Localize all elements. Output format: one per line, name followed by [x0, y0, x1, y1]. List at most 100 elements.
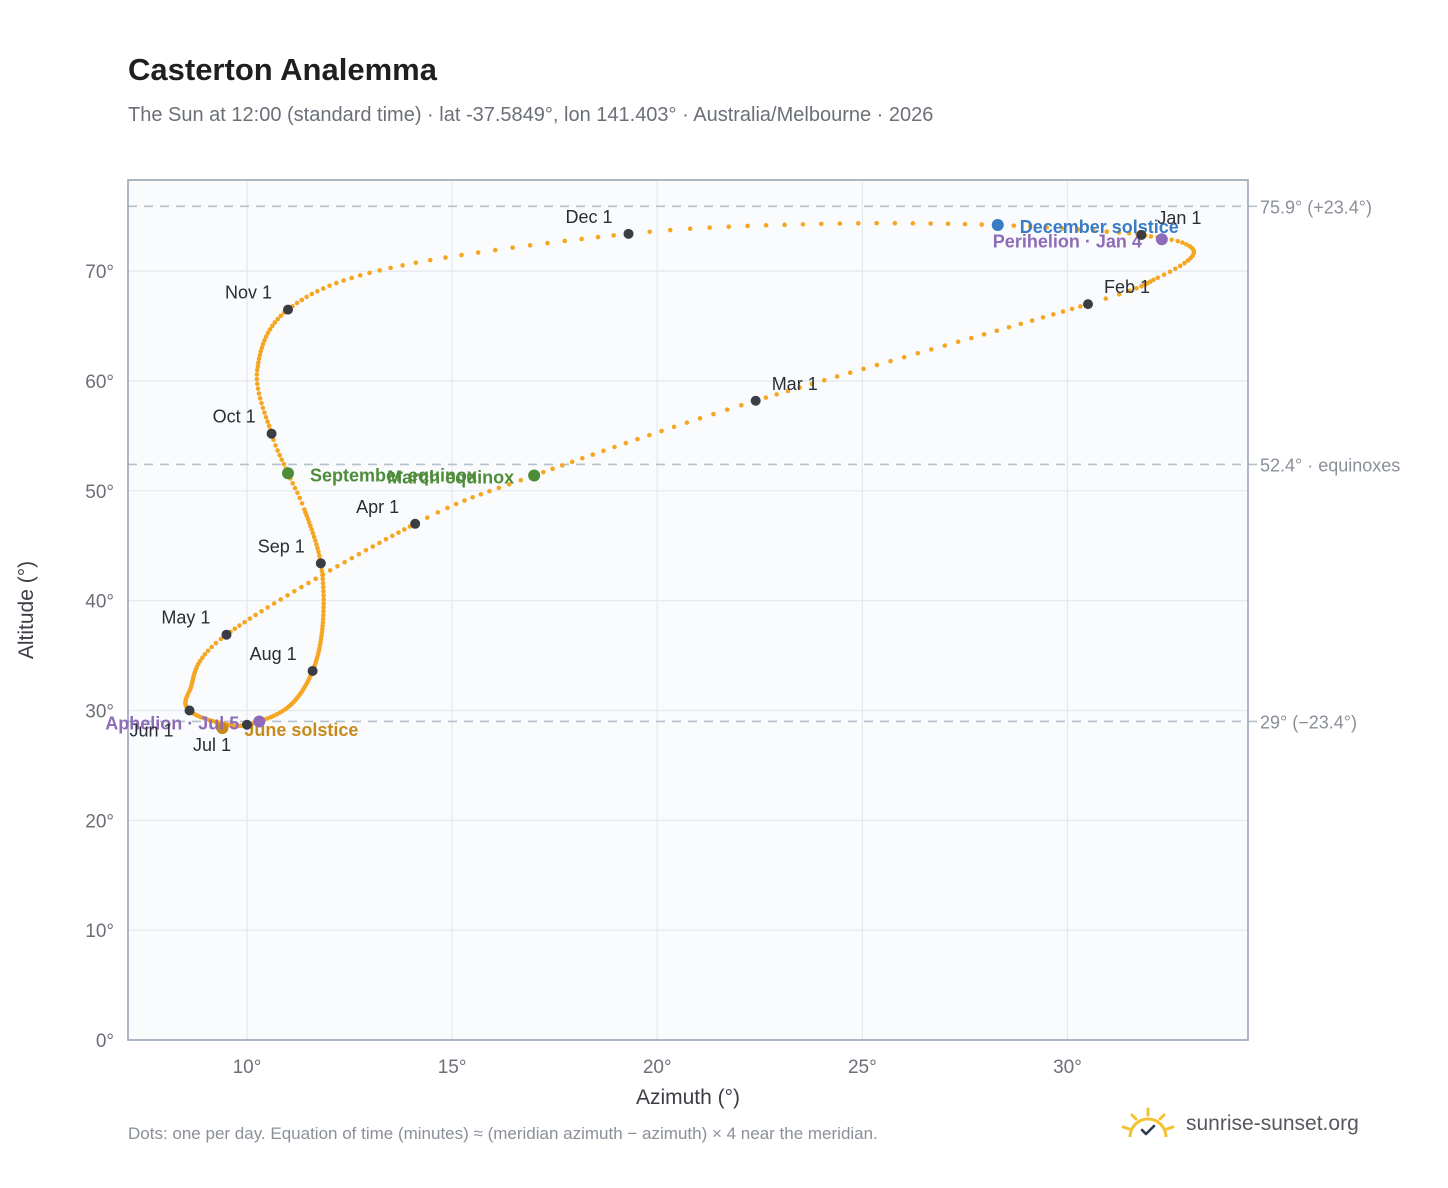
daily-sun-dot [357, 273, 363, 278]
daily-sun-dot [1173, 266, 1178, 272]
footnote: Dots: one per day. Equation of time (min… [128, 1124, 878, 1143]
daily-sun-dot [349, 275, 354, 281]
plot-area [128, 180, 1248, 1040]
daily-sun-dot [202, 652, 208, 657]
month-marker [750, 395, 761, 406]
daily-sun-dot [1139, 283, 1144, 289]
daily-sun-dot [962, 221, 968, 227]
month-label: Jul 1 [193, 735, 231, 755]
daily-sun-dot [299, 297, 305, 303]
daily-sun-dot [1180, 240, 1185, 245]
daily-sun-dot [427, 257, 433, 263]
daily-sun-dot [1006, 324, 1012, 330]
daily-sun-dot [774, 392, 779, 397]
daily-sun-dot [687, 226, 693, 232]
y-tick-label: 50° [85, 482, 114, 503]
daily-sun-dot [321, 601, 326, 606]
daily-sun-dot [1060, 309, 1066, 314]
daily-sun-dot [1182, 260, 1187, 266]
daily-sun-dot [390, 533, 395, 539]
daily-sun-dot [595, 234, 601, 240]
daily-sun-dot [559, 463, 565, 468]
daily-sun-dot [1185, 258, 1191, 263]
daily-sun-dot [254, 381, 260, 387]
daily-sun-dot [363, 548, 369, 553]
event-label: June solstice [244, 720, 358, 740]
daily-sun-dot [342, 559, 347, 565]
daily-sun-dot [304, 294, 309, 300]
daily-sun-dot [892, 220, 898, 226]
event-label: March equinox [387, 467, 514, 487]
daily-sun-dot [684, 420, 690, 425]
daily-sun-dot [270, 323, 275, 329]
daily-sun-dot [306, 580, 311, 586]
y-tick-label: 30° [85, 701, 114, 722]
daily-sun-dot [1078, 304, 1083, 309]
brand-link[interactable]: sunrise-sunset.org [1120, 1102, 1359, 1146]
chart-subtitle: The Sun at 12:00 (standard time) · lat -… [128, 104, 934, 126]
daily-sun-dot [327, 283, 332, 289]
event-label: Aphelion · Jul 5 [105, 713, 239, 733]
daily-sun-dot [724, 407, 730, 412]
daily-sun-dot [254, 367, 260, 373]
event-marker [253, 715, 266, 728]
x-tick-label: 20° [643, 1057, 672, 1078]
reference-line-label: 52.4° · equinoxes [1260, 455, 1400, 475]
daily-sun-dot [861, 366, 866, 372]
daily-sun-dot [580, 455, 585, 461]
daily-sun-dot [550, 466, 555, 472]
daily-sun-dot [819, 221, 824, 227]
daily-sun-dot [994, 328, 1000, 334]
month-marker [184, 705, 195, 716]
daily-sun-dot [763, 395, 769, 400]
daily-sun-dot [888, 358, 893, 364]
x-axis-label: Azimuth (°) [636, 1086, 740, 1109]
daily-sun-dot [320, 576, 326, 582]
daily-sun-dot [370, 544, 376, 549]
daily-sun-dot [478, 491, 484, 497]
chart-title: Casterton Analemma [128, 52, 437, 87]
daily-sun-dot [377, 540, 382, 546]
daily-sun-dot [335, 563, 340, 569]
daily-sun-dot [955, 339, 961, 345]
x-tick-label: 10° [233, 1057, 262, 1078]
daily-sun-dot [294, 300, 300, 306]
daily-sun-dot [213, 640, 219, 646]
brand-name: sunrise-sunset.org [1186, 1112, 1359, 1135]
x-tick-label: 30° [1053, 1057, 1082, 1078]
daily-sun-dot [518, 477, 524, 483]
daily-sun-dot [942, 343, 948, 348]
daily-sun-dot [1051, 312, 1056, 317]
daily-sun-dot [496, 485, 502, 491]
daily-sun-dot [209, 644, 215, 650]
daily-sun-dot [1134, 285, 1139, 291]
reference-line-label: 75.9° (+23.4°) [1260, 197, 1372, 217]
daily-sun-dot [1044, 225, 1049, 230]
daily-sun-dot [267, 327, 273, 332]
daily-sun-dot [1069, 306, 1075, 312]
month-label: Jan 1 [1157, 208, 1201, 228]
daily-sun-dot [377, 268, 382, 273]
daily-sun-dot [1011, 223, 1017, 228]
daily-sun-dot [312, 538, 318, 543]
event-label: September equinox [310, 465, 477, 485]
daily-sun-dot [1104, 229, 1110, 234]
month-label: Feb 1 [1104, 277, 1150, 297]
daily-sun-dot [311, 534, 317, 540]
daily-sun-dot [671, 424, 677, 430]
daily-sun-dot [1127, 288, 1132, 294]
daily-sun-dot [290, 481, 295, 486]
daily-sun-dot [285, 593, 290, 598]
daily-sun-dot [400, 263, 405, 268]
daily-sun-dot [601, 448, 606, 454]
daily-sun-dot [263, 414, 269, 420]
event-marker [1155, 233, 1168, 246]
daily-sun-dot [475, 250, 481, 255]
daily-sun-dot [707, 225, 712, 230]
daily-sun-dot [396, 530, 401, 535]
daily-sun-dot [579, 236, 584, 242]
daily-sun-dot [334, 280, 339, 286]
daily-sun-dot [1169, 237, 1174, 243]
daily-sun-dot [259, 608, 264, 614]
daily-sun-dot [809, 381, 815, 387]
